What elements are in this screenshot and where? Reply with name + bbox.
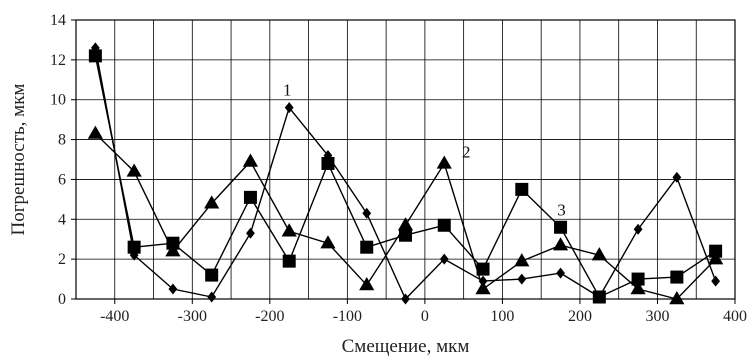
x-tick-label: -400 [100,308,129,325]
x-tick-label: -300 [178,308,207,325]
series-triangle: 2 [88,126,723,305]
x-tick-label: 200 [568,308,592,325]
data-point-square [360,241,373,254]
series-line [95,48,715,299]
data-point-square [166,237,179,250]
y-tick-label: 8 [58,132,66,149]
x-tick-label: -200 [255,308,284,325]
data-point-square [477,263,490,276]
y-tick-label: 12 [50,52,66,69]
data-point-triangle [514,253,529,266]
data-point-square [244,191,257,204]
x-tick-label: 300 [645,308,669,325]
series-label: 1 [283,81,292,100]
series-group: 1 2 3 [88,42,723,304]
data-point-square [709,245,722,258]
data-point-square [321,157,334,170]
data-point-square [515,183,528,196]
data-point-square [89,49,102,62]
data-point-triangle [243,153,258,166]
y-tick-label: 10 [50,92,66,109]
series-line [95,134,715,299]
x-tick-label: 100 [490,308,514,325]
data-point-square [632,273,645,286]
data-point-square [128,241,141,254]
series-label: 2 [462,142,471,161]
data-point-diamond [517,274,526,285]
x-tick-label: -100 [333,308,362,325]
data-point-triangle [553,237,568,250]
data-point-square [205,269,218,282]
y-tick-label: 2 [58,251,66,268]
data-point-triangle [88,126,103,139]
data-point-square [593,291,606,304]
data-point-square [554,221,567,234]
plot-frame [76,20,735,299]
grid [76,20,735,299]
y-tick-label: 6 [58,171,66,188]
data-point-diamond [711,276,720,287]
y-tick-label: 4 [58,211,66,228]
data-point-diamond [556,268,565,279]
data-point-square [438,219,451,232]
data-point-square [670,271,683,284]
x-tick-label: 400 [723,308,747,325]
data-point-square [283,255,296,268]
x-tick-label: 0 [421,308,429,325]
x-axis-title: Смещение, мкм [342,336,470,357]
data-point-triangle [282,223,297,236]
x-axis-ticks: -400 -300 -200 -100 0 100 200 300 400 [100,299,747,325]
series-diamond: 1 [91,42,720,304]
y-tick-label: 0 [58,291,66,308]
y-tick-label: 14 [50,12,66,29]
data-point-diamond [169,284,178,295]
y-axis-ticks: 0 2 4 6 8 10 12 14 [50,12,76,308]
data-point-square [399,229,412,242]
series-line [95,56,715,297]
series-label: 3 [557,200,566,219]
data-point-triangle [475,281,490,294]
data-point-triangle [437,155,452,168]
series-square: 3 [89,49,722,303]
y-axis-title: Погрешность, мкм [8,84,29,236]
